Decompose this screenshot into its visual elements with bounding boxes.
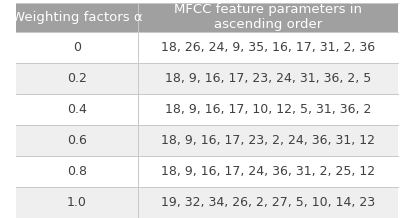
- Bar: [16, 63, 138, 94]
- Bar: [138, 32, 398, 63]
- Text: 19, 32, 34, 26, 2, 27, 5, 10, 14, 23: 19, 32, 34, 26, 2, 27, 5, 10, 14, 23: [161, 196, 375, 209]
- Text: 18, 26, 24, 9, 35, 16, 17, 31, 2, 36: 18, 26, 24, 9, 35, 16, 17, 31, 2, 36: [161, 41, 375, 54]
- Bar: [138, 94, 398, 125]
- Text: 1.0: 1.0: [67, 196, 87, 209]
- Bar: [138, 187, 398, 218]
- Text: 18, 9, 16, 17, 23, 2, 24, 36, 31, 12: 18, 9, 16, 17, 23, 2, 24, 36, 31, 12: [161, 134, 375, 147]
- Text: 18, 9, 16, 17, 10, 12, 5, 31, 36, 2: 18, 9, 16, 17, 10, 12, 5, 31, 36, 2: [165, 103, 372, 116]
- Bar: [16, 187, 138, 218]
- Bar: [138, 63, 398, 94]
- Bar: [138, 156, 398, 187]
- Text: 18, 9, 16, 17, 24, 36, 31, 2, 25, 12: 18, 9, 16, 17, 24, 36, 31, 2, 25, 12: [161, 165, 375, 178]
- Bar: [138, 3, 398, 32]
- Bar: [16, 156, 138, 187]
- Text: MFCC feature parameters in
ascending order: MFCC feature parameters in ascending ord…: [174, 3, 362, 31]
- Text: 0: 0: [73, 41, 81, 54]
- Bar: [16, 32, 138, 63]
- Text: 0.4: 0.4: [67, 103, 87, 116]
- Text: 0.8: 0.8: [67, 165, 87, 178]
- Bar: [16, 94, 138, 125]
- Bar: [16, 3, 138, 32]
- Text: 18, 9, 16, 17, 23, 24, 31, 36, 2, 5: 18, 9, 16, 17, 23, 24, 31, 36, 2, 5: [165, 72, 371, 85]
- Bar: [138, 125, 398, 156]
- Text: 0.2: 0.2: [67, 72, 87, 85]
- Text: Weighting factors α: Weighting factors α: [12, 11, 142, 24]
- Text: 0.6: 0.6: [67, 134, 87, 147]
- Bar: [16, 125, 138, 156]
